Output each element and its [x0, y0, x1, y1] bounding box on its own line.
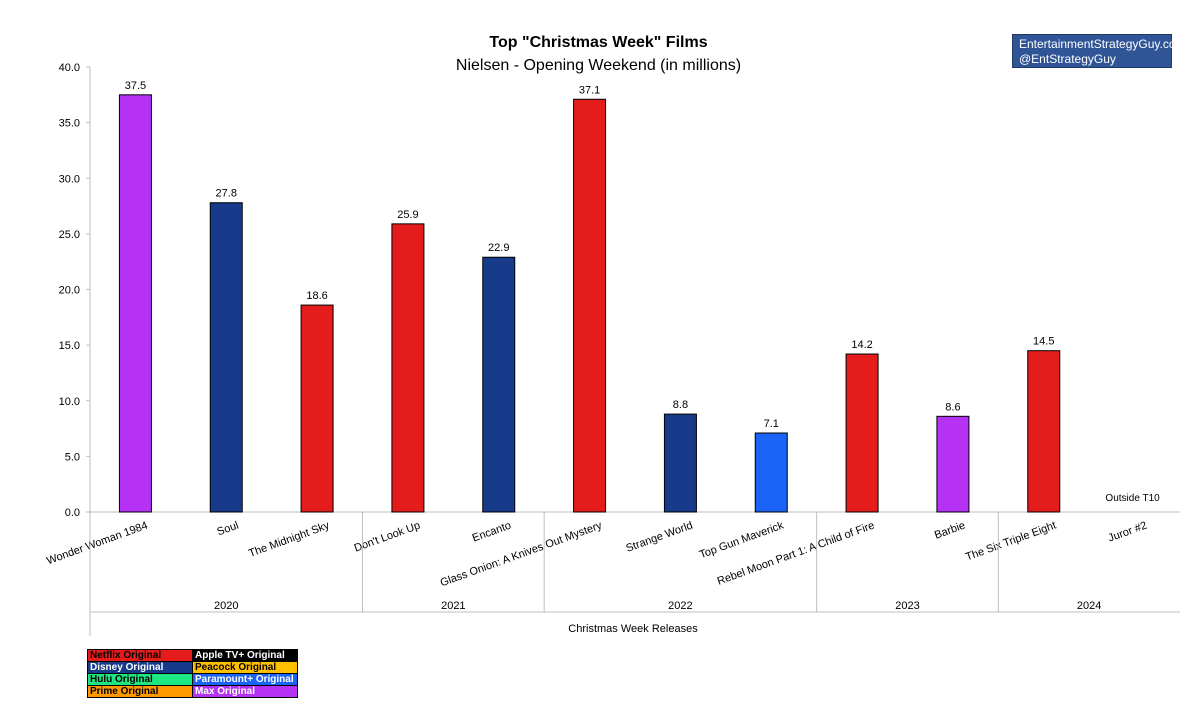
data-label-5: 37.1 [579, 84, 600, 96]
y-tick-label-0: 0.0 [65, 507, 80, 519]
x-axis-title: Christmas Week Releases [568, 623, 698, 635]
y-tick-label-5: 25.0 [59, 229, 80, 241]
category-label-2: The Midnight Sky [247, 519, 331, 560]
platform-legend: Netflix Original Apple TV+ Original Disn… [87, 649, 298, 698]
y-tick-label-2: 10.0 [59, 396, 80, 408]
category-label-10: The Six Triple Eight [964, 520, 1058, 564]
outside-t10-annotation: Outside T10 [1105, 493, 1160, 504]
chart-subtitle: Nielsen - Opening Weekend (in millions) [455, 57, 742, 74]
data-label-7: 7.1 [764, 418, 779, 430]
legend-item-2: Disney Original [87, 661, 193, 674]
category-label-4: Encanto [471, 520, 513, 545]
legend-item-4: Hulu Original [87, 673, 193, 686]
y-tick-label-6: 30.0 [59, 173, 80, 185]
category-label-3: Don't Look Up [353, 520, 422, 555]
bar-1 [209, 202, 243, 513]
chart-title: Top "Christmas Week" Films [489, 34, 708, 51]
data-label-9: 8.6 [945, 401, 960, 413]
legend-item-3: Peacock Original [192, 661, 298, 674]
group-label-0: 2020 [214, 600, 238, 612]
group-label-2: 2022 [668, 600, 692, 612]
y-tick-label-7: 35.0 [59, 118, 80, 130]
bar-6 [663, 413, 697, 513]
category-label-9: Barbie [933, 520, 967, 542]
group-label-1: 2021 [441, 600, 465, 612]
brand-website: EntertainmentStrategyGuy.com [1019, 37, 1186, 51]
y-tick-label-8: 40.0 [59, 62, 80, 74]
data-label-3: 25.9 [397, 209, 418, 221]
category-label-5: Glass Onion: A Knives Out Mystery [439, 519, 604, 589]
category-label-11: Juror #2 [1107, 520, 1149, 545]
group-label-3: 2023 [895, 600, 919, 612]
category-label-6: Strange World [624, 520, 694, 555]
category-label-0: Wonder Woman 1984 [45, 520, 149, 568]
bar-2 [300, 304, 334, 513]
data-label-1: 27.8 [216, 188, 237, 200]
legend-item-0: Netflix Original [87, 649, 193, 662]
brand-handle: @EntStrategyGuy [1019, 52, 1116, 66]
data-label-6: 8.8 [673, 399, 688, 411]
legend-item-7: Max Original [192, 685, 298, 698]
y-tick-label-4: 20.0 [59, 285, 80, 297]
bar-9 [936, 415, 970, 513]
data-label-4: 22.9 [488, 242, 509, 254]
data-label-10: 14.5 [1033, 336, 1054, 348]
data-label-0: 37.5 [125, 80, 146, 92]
legend-item-5: Paramount+ Original [192, 673, 298, 686]
legend-item-1: Apple TV+ Original [192, 649, 298, 662]
data-label-2: 18.6 [306, 290, 327, 302]
bar-0 [118, 94, 152, 513]
bar-5 [573, 98, 607, 513]
bar-10 [1027, 350, 1061, 513]
y-tick-label-3: 15.0 [59, 340, 80, 352]
category-label-1: Soul [215, 520, 240, 539]
y-tick-label-1: 5.0 [65, 451, 80, 463]
bar-3 [391, 223, 425, 513]
brand-box: EntertainmentStrategyGuy.com @EntStrateg… [1012, 34, 1186, 68]
legend-item-6: Prime Original [87, 685, 193, 698]
bar-8 [845, 353, 879, 513]
data-label-8: 14.2 [851, 339, 872, 351]
category-label-8: Rebel Moon Part 1: A Child of Fire [716, 520, 876, 588]
bar-4 [482, 256, 516, 513]
bar-7 [754, 432, 788, 513]
group-label-4: 2024 [1077, 600, 1101, 612]
